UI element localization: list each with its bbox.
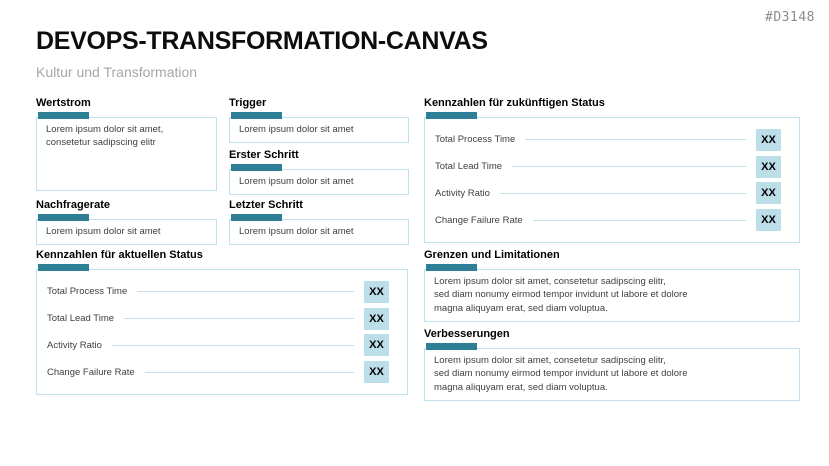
page-subtitle: Kultur und Transformation: [36, 64, 198, 80]
metric-label: Change Failure Rate: [435, 214, 523, 226]
connector-line: [532, 219, 746, 221]
placeholder-text: Lorem ipsum dolor sit amet, consetetur s…: [46, 124, 164, 149]
section-heading: Wertstrom: [36, 97, 91, 109]
metric-row: Activity Ratio XX: [47, 334, 389, 357]
teal-accent-bar: [38, 264, 89, 271]
connector-line: [137, 291, 354, 293]
metric-label: Total Process Time: [435, 134, 516, 146]
teal-accent-bar: [426, 264, 477, 271]
text-box: Lorem ipsum dolor sit amet, consetetur s…: [36, 112, 217, 191]
metric-label: Activity Ratio: [435, 187, 490, 199]
teal-accent-bar: [38, 214, 89, 221]
connector-line: [124, 318, 354, 320]
metric-row: Total Process Time XX: [435, 128, 781, 151]
text-box: Lorem ipsum dolor sit amet: [229, 164, 409, 195]
text-box: Lorem ipsum dolor sit amet: [36, 214, 217, 245]
metric-row: Change Failure Rate XX: [435, 209, 781, 232]
placeholder-text: Lorem ipsum dolor sit amet: [239, 226, 354, 237]
teal-accent-bar: [231, 164, 282, 171]
metric-label: Total Lead Time: [47, 313, 115, 325]
section-grenzen-und-limitationen: Grenzen und Limitationen Lorem ipsum dol…: [424, 248, 800, 322]
text-box: Lorem ipsum dolor sit amet: [229, 112, 409, 143]
metric-row: Total Process Time XX: [47, 280, 389, 303]
section-heading: Nachfragerate: [36, 199, 110, 211]
teal-accent-bar: [231, 214, 282, 221]
section-heading: Erster Schritt: [229, 149, 299, 161]
section-heading: Kennzahlen für zukünftigen Status: [424, 97, 605, 109]
connector-line: [499, 192, 746, 194]
section-heading: Verbesserungen: [424, 328, 510, 340]
metric-value-badge: XX: [756, 155, 781, 178]
section-heading: Kennzahlen für aktuellen Status: [36, 249, 203, 261]
metric-row: Total Lead Time XX: [47, 307, 389, 330]
text-box: Lorem ipsum dolor sit amet, consetetur s…: [424, 264, 800, 322]
section-erster-schritt: Erster Schritt Lorem ipsum dolor sit ame…: [229, 148, 409, 195]
metric-value-badge: XX: [756, 209, 781, 232]
connector-line: [111, 344, 354, 346]
section-wertstrom: Wertstrom Lorem ipsum dolor sit amet, co…: [36, 96, 217, 191]
text-box: Lorem ipsum dolor sit amet, consetetur s…: [424, 343, 800, 401]
metric-label: Total Lead Time: [435, 161, 503, 173]
metric-value-badge: XX: [756, 128, 781, 151]
text-box: Lorem ipsum dolor sit amet: [229, 214, 409, 245]
section-heading: Trigger: [229, 97, 267, 109]
connector-line: [144, 371, 354, 373]
placeholder-text: Lorem ipsum dolor sit amet, consetetur s…: [434, 355, 688, 393]
teal-accent-bar: [38, 112, 89, 119]
placeholder-text: Lorem ipsum dolor sit amet, consetetur s…: [434, 276, 688, 314]
metric-value-badge: XX: [364, 334, 389, 357]
section-verbesserungen: Verbesserungen Lorem ipsum dolor sit ame…: [424, 327, 800, 401]
slide-code: #D3148: [765, 10, 815, 25]
placeholder-text: Lorem ipsum dolor sit amet: [239, 176, 354, 187]
placeholder-text: Lorem ipsum dolor sit amet: [46, 226, 161, 237]
placeholder-text: Lorem ipsum dolor sit amet: [239, 124, 354, 135]
page-title: DEVOPS-TRANSFORMATION-CANVAS: [36, 27, 488, 55]
metric-value-badge: XX: [364, 307, 389, 330]
metric-row: Activity Ratio XX: [435, 182, 781, 205]
connector-line: [525, 139, 746, 141]
section-kennzahlen-zukuenftiger-status: Kennzahlen für zukünftigen Status Total …: [424, 96, 800, 243]
section-heading: Grenzen und Limitationen: [424, 249, 560, 261]
section-letzter-schritt: Letzter Schritt Lorem ipsum dolor sit am…: [229, 198, 409, 245]
metric-value-badge: XX: [756, 182, 781, 205]
teal-accent-bar: [231, 112, 282, 119]
metric-row: Total Lead Time XX: [435, 155, 781, 178]
section-kennzahlen-aktueller-status: Kennzahlen für aktuellen Status Total Pr…: [36, 248, 408, 395]
metrics-box: Total Process Time XX Total Lead Time XX…: [424, 112, 800, 243]
metric-row: Change Failure Rate XX: [47, 361, 389, 384]
teal-accent-bar: [426, 343, 477, 350]
metrics-box: Total Process Time XX Total Lead Time XX…: [36, 264, 408, 395]
metric-label: Total Process Time: [47, 286, 128, 298]
section-heading: Letzter Schritt: [229, 199, 303, 211]
teal-accent-bar: [426, 112, 477, 119]
section-nachfragerate: Nachfragerate Lorem ipsum dolor sit amet: [36, 198, 217, 245]
metric-value-badge: XX: [364, 361, 389, 384]
connector-line: [512, 166, 746, 168]
metric-label: Activity Ratio: [47, 339, 102, 351]
metric-value-badge: XX: [364, 280, 389, 303]
metric-label: Change Failure Rate: [47, 366, 135, 378]
section-trigger: Trigger Lorem ipsum dolor sit amet: [229, 96, 409, 143]
